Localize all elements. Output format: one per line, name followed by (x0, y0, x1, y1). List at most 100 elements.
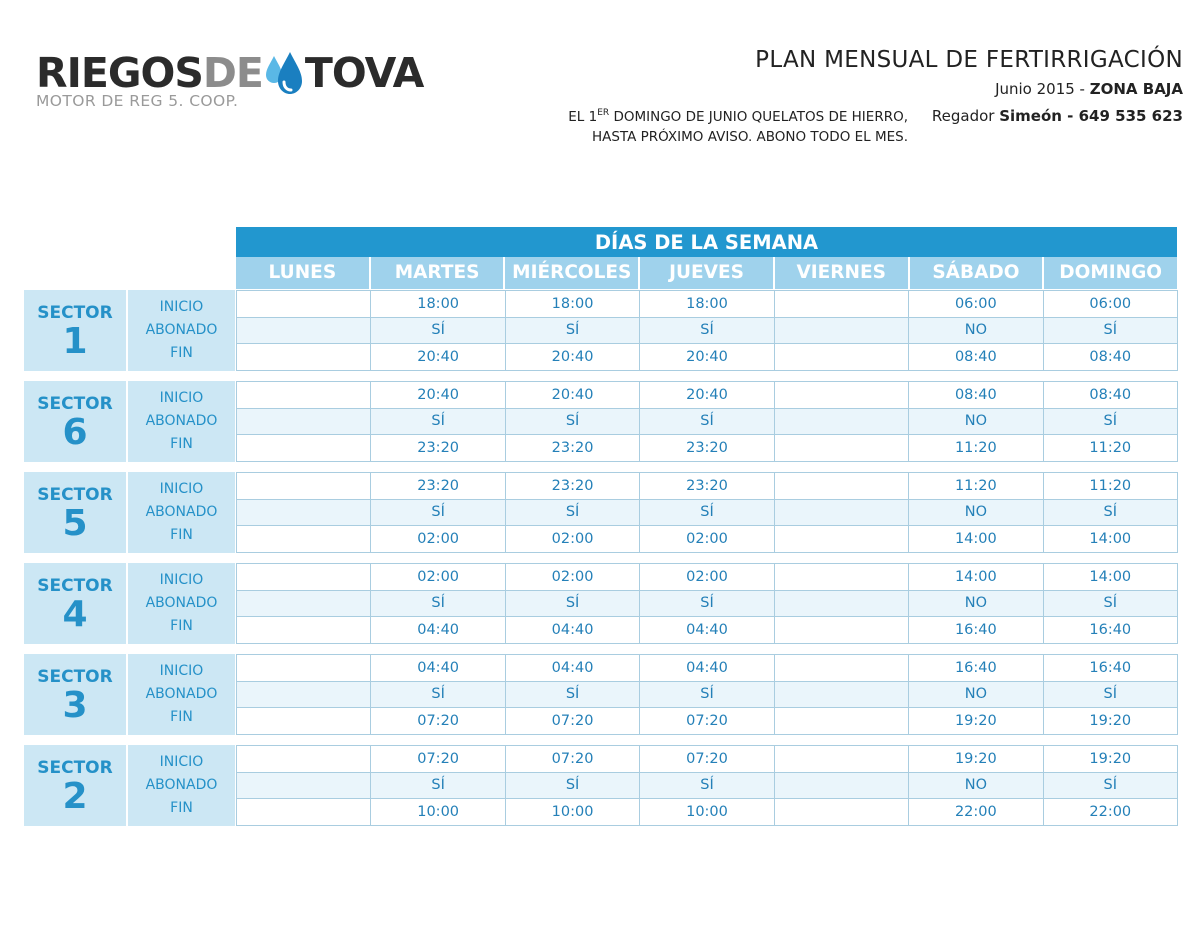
sector-label: SECTOR 3 (24, 654, 126, 735)
irrigator-name: Simeón - 649 535 623 (999, 107, 1183, 125)
schedule-cell: 14:00 (1043, 564, 1177, 590)
note-part2: DOMINGO DE JUNIO QUELATOS DE HIERRO, (609, 109, 908, 125)
row-label: FIN (170, 800, 193, 816)
schedule-cell: 22:00 (1043, 799, 1177, 825)
schedule-cell (774, 590, 909, 617)
schedule-cell (774, 473, 909, 499)
schedule-cell: SÍ (371, 499, 505, 526)
row-label: ABONADO (145, 686, 218, 702)
schedule-cell (774, 655, 909, 681)
schedule-cell: 18:00 (505, 291, 640, 317)
schedule-cell: SÍ (1043, 408, 1177, 435)
schedule-grid: 02:00 02:00 02:00 14:00 14:00 SÍ SÍ SÍ NO SÍ 04:40… (236, 563, 1178, 644)
schedule-cell: 23:20 (640, 473, 774, 499)
day-header: SÁBADO (909, 257, 1043, 289)
schedule-cell: SÍ (640, 772, 774, 799)
schedule-cell: SÍ (640, 408, 774, 435)
schedule-cell: 08:40 (1043, 382, 1177, 408)
row-labels: INICIO ABONADO FIN (128, 290, 235, 371)
schedule-cell (237, 382, 371, 408)
schedule-grid: 20:40 20:40 20:40 08:40 08:40 SÍ SÍ SÍ NO SÍ 23:20… (236, 381, 1178, 462)
schedule-cell: 18:00 (371, 291, 505, 317)
schedule-cell: 04:40 (371, 617, 505, 643)
schedule-cell (237, 746, 371, 772)
sector-block: SECTOR 4 INICIO ABONADO FIN 02:00 02:00 02:00 14… (24, 563, 1178, 644)
schedule-cell (774, 772, 909, 799)
sector-label: SECTOR 2 (24, 745, 126, 826)
schedule-cell: NO (909, 772, 1043, 799)
schedule-cell (237, 681, 371, 708)
day-header: VIERNES (774, 257, 908, 289)
sector-number: 4 (62, 594, 88, 635)
day-header: JUEVES (640, 257, 773, 289)
water-drop-icon (265, 52, 302, 94)
logo-word-de: DE (202, 49, 264, 97)
schedule-cell: SÍ (1043, 590, 1177, 617)
week-days-title: DÍAS DE LA SEMANA (236, 227, 1177, 257)
note-line1: EL 1ER DOMINGO DE JUNIO QUELATOS DE HIER… (568, 108, 908, 126)
schedule-cell: 16:40 (1043, 655, 1177, 681)
schedule-cell: SÍ (371, 772, 505, 799)
row-label: ABONADO (145, 595, 218, 611)
row-labels: INICIO ABONADO FIN (128, 381, 235, 462)
schedule-cell: 08:40 (909, 344, 1043, 370)
row-label: INICIO (159, 754, 204, 770)
schedule-cell: 20:40 (505, 382, 640, 408)
schedule-cell: SÍ (371, 590, 505, 617)
row-labels: INICIO ABONADO FIN (128, 745, 235, 826)
sector-word: SECTOR (37, 576, 113, 596)
schedule-cell: 23:20 (640, 435, 774, 461)
schedule-cell (237, 799, 371, 825)
schedule-cell: SÍ (505, 590, 640, 617)
schedule-cell (774, 746, 909, 772)
schedule-cell: NO (909, 681, 1043, 708)
schedule-cell (774, 317, 909, 344)
schedule-cell (237, 435, 371, 461)
schedule-cell (774, 408, 909, 435)
zone-text: ZONA BAJA (1089, 80, 1183, 98)
schedule-cell: SÍ (1043, 772, 1177, 799)
row-label: INICIO (159, 481, 204, 497)
schedule-cell: 04:40 (371, 655, 505, 681)
schedule-cell: 22:00 (909, 799, 1043, 825)
schedule-cell: SÍ (371, 408, 505, 435)
logo-word-riegos: RIEGOS (36, 49, 204, 97)
sector-label: SECTOR 4 (24, 563, 126, 644)
schedule-cell (774, 617, 909, 643)
schedule-cell: SÍ (1043, 499, 1177, 526)
note-line2: HASTA PRÓXIMO AVISO. ABONO TODO EL MES. (591, 129, 908, 145)
schedule-grid: 18:00 18:00 18:00 06:00 06:00 SÍ SÍ SÍ NO SÍ 20:40… (236, 290, 1178, 371)
schedule-cell: 20:40 (371, 382, 505, 408)
schedule-cell: 08:40 (909, 382, 1043, 408)
sector-word: SECTOR (37, 394, 113, 414)
schedule-cell: 14:00 (1043, 526, 1177, 552)
row-labels: INICIO ABONADO FIN (128, 563, 235, 644)
note-part1: EL 1 (568, 109, 598, 125)
day-header-row: LUNES MARTES MIÉRCOLES JUEVES VIERNES SÁBADO D… (236, 257, 1177, 289)
row-label: INICIO (159, 299, 204, 315)
day-header: MIÉRCOLES (505, 257, 639, 289)
schedule-cell (774, 564, 909, 590)
schedule-cell: 18:00 (640, 291, 774, 317)
note-sup: ER (597, 108, 610, 118)
schedule-cell (774, 799, 909, 825)
row-label: FIN (170, 527, 193, 543)
row-labels: INICIO ABONADO FIN (128, 472, 235, 553)
schedule-cell (237, 408, 371, 435)
schedule-cell: 23:20 (505, 435, 640, 461)
schedule-cell: 02:00 (371, 526, 505, 552)
fertilizer-note: EL 1ER DOMINGO DE JUNIO QUELATOS DE HIER… (500, 107, 908, 147)
irrigator-contact: Regador Simeón - 649 535 623 (932, 107, 1183, 125)
schedule-cell: SÍ (640, 499, 774, 526)
sector-number: 5 (62, 503, 88, 544)
row-label: ABONADO (145, 504, 218, 520)
schedule-cell: 07:20 (640, 708, 774, 734)
date-text: Junio 2015 - (995, 80, 1090, 98)
schedule-cell: 19:20 (909, 708, 1043, 734)
schedule-cell: 23:20 (371, 435, 505, 461)
schedule-cell: 19:20 (909, 746, 1043, 772)
schedule-cell (237, 564, 371, 590)
schedule-cell: 04:40 (505, 617, 640, 643)
schedule-cell (774, 499, 909, 526)
sector-label: SECTOR 1 (24, 290, 126, 371)
